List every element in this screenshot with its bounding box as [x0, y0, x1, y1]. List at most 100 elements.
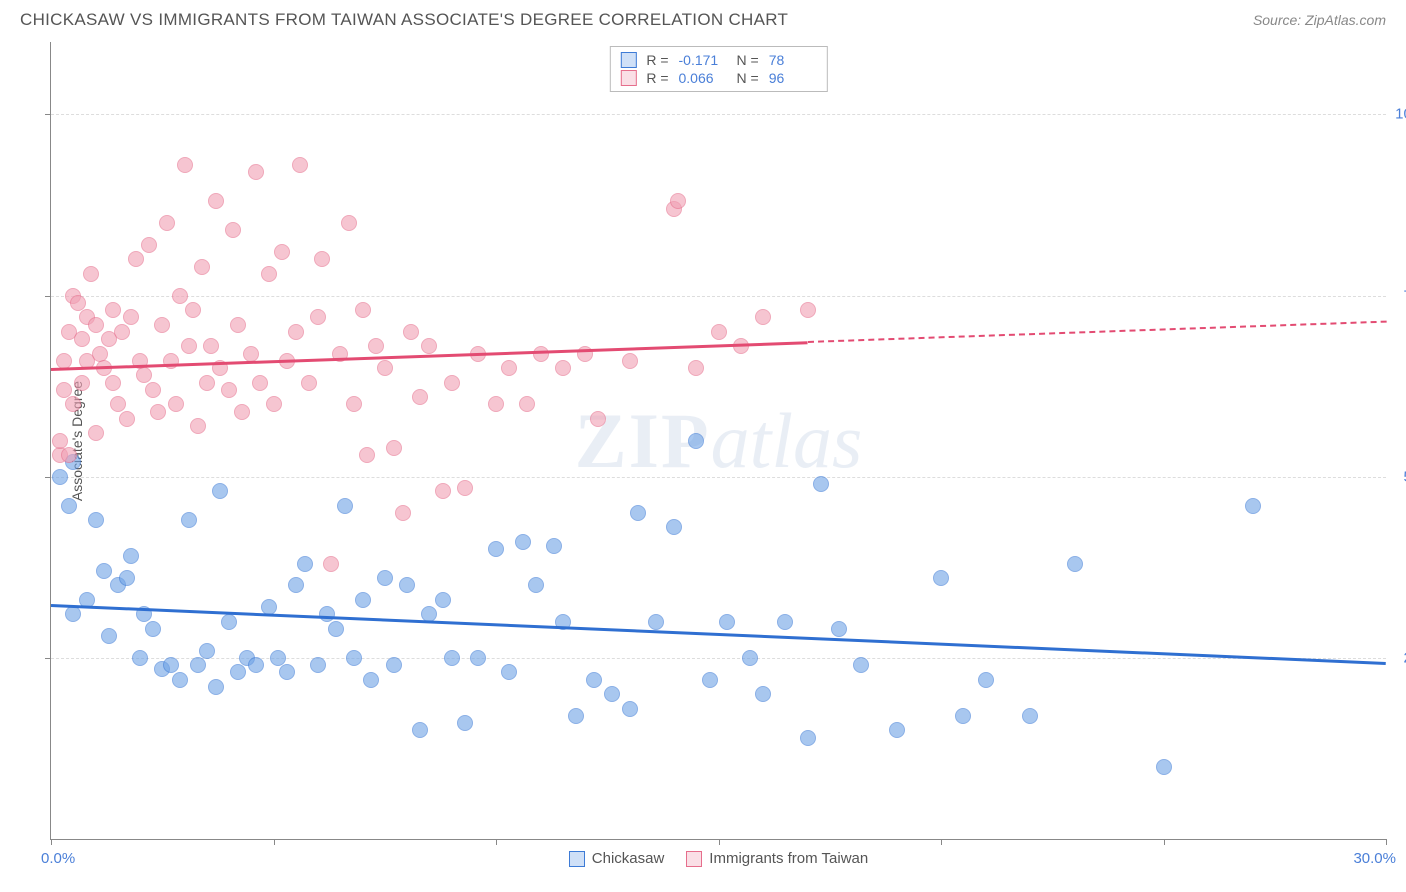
scatter-point-taiwan — [159, 215, 175, 231]
scatter-point-taiwan — [70, 295, 86, 311]
scatter-point-chickasaw — [270, 650, 286, 666]
scatter-point-chickasaw — [96, 563, 112, 579]
scatter-point-taiwan — [501, 360, 517, 376]
scatter-point-taiwan — [519, 396, 535, 412]
scatter-point-taiwan — [368, 338, 384, 354]
scatter-point-chickasaw — [702, 672, 718, 688]
scatter-point-taiwan — [323, 556, 339, 572]
scatter-point-taiwan — [141, 237, 157, 253]
scatter-point-chickasaw — [190, 657, 206, 673]
watermark-atlas: atlas — [711, 397, 863, 484]
scatter-point-taiwan — [61, 447, 77, 463]
scatter-point-chickasaw — [212, 483, 228, 499]
scatter-point-chickasaw — [145, 621, 161, 637]
scatter-point-taiwan — [670, 193, 686, 209]
scatter-point-chickasaw — [528, 577, 544, 593]
scatter-point-taiwan — [208, 193, 224, 209]
scatter-point-taiwan — [555, 360, 571, 376]
scatter-point-chickasaw — [279, 664, 295, 680]
scatter-point-chickasaw — [123, 548, 139, 564]
x-tick — [719, 839, 720, 845]
scatter-point-taiwan — [203, 338, 219, 354]
y-tick — [45, 658, 51, 659]
scatter-point-taiwan — [74, 375, 90, 391]
scatter-point-chickasaw — [297, 556, 313, 572]
x-tick — [496, 839, 497, 845]
scatter-point-taiwan — [221, 382, 237, 398]
scatter-point-chickasaw — [328, 621, 344, 637]
gridline — [51, 477, 1386, 478]
scatter-point-taiwan — [359, 447, 375, 463]
scatter-point-taiwan — [114, 324, 130, 340]
x-tick — [1386, 839, 1387, 845]
scatter-point-chickasaw — [377, 570, 393, 586]
scatter-point-taiwan — [590, 411, 606, 427]
scatter-point-taiwan — [172, 288, 188, 304]
scatter-point-taiwan — [110, 396, 126, 412]
r-value-taiwan: 0.066 — [679, 70, 727, 86]
scatter-point-taiwan — [105, 302, 121, 318]
y-tick — [45, 114, 51, 115]
scatter-point-chickasaw — [813, 476, 829, 492]
scatter-point-chickasaw — [132, 650, 148, 666]
scatter-point-chickasaw — [386, 657, 402, 673]
stats-row-taiwan: R =0.066N =96 — [620, 69, 816, 87]
scatter-point-taiwan — [88, 425, 104, 441]
scatter-point-chickasaw — [688, 433, 704, 449]
scatter-point-chickasaw — [172, 672, 188, 688]
scatter-point-taiwan — [412, 389, 428, 405]
scatter-point-taiwan — [65, 396, 81, 412]
scatter-point-chickasaw — [1022, 708, 1038, 724]
x-tick — [274, 839, 275, 845]
series-legend: ChickasawImmigrants from Taiwan — [51, 850, 1386, 867]
gridline — [51, 114, 1386, 115]
r-label: R = — [646, 52, 668, 68]
scatter-point-chickasaw — [363, 672, 379, 688]
scatter-point-chickasaw — [435, 592, 451, 608]
scatter-point-taiwan — [288, 324, 304, 340]
scatter-point-chickasaw — [101, 628, 117, 644]
scatter-point-taiwan — [301, 375, 317, 391]
scatter-point-taiwan — [252, 375, 268, 391]
scatter-point-taiwan — [83, 266, 99, 282]
scatter-point-taiwan — [800, 302, 816, 318]
scatter-point-taiwan — [234, 404, 250, 420]
scatter-point-taiwan — [181, 338, 197, 354]
scatter-point-taiwan — [243, 346, 259, 362]
n-value-chickasaw: 78 — [769, 52, 817, 68]
legend-swatch-taiwan — [686, 851, 702, 867]
legend-swatch-chickasaw — [569, 851, 585, 867]
legend-item-chickasaw: Chickasaw — [569, 850, 665, 867]
scatter-point-chickasaw — [889, 722, 905, 738]
scatter-point-chickasaw — [221, 614, 237, 630]
scatter-point-taiwan — [386, 440, 402, 456]
scatter-point-chickasaw — [1067, 556, 1083, 572]
y-tick — [45, 296, 51, 297]
scatter-point-taiwan — [128, 251, 144, 267]
scatter-point-taiwan — [346, 396, 362, 412]
scatter-point-taiwan — [168, 396, 184, 412]
scatter-point-taiwan — [154, 317, 170, 333]
scatter-point-taiwan — [119, 411, 135, 427]
scatter-point-taiwan — [136, 367, 152, 383]
scatter-point-taiwan — [150, 404, 166, 420]
scatter-point-chickasaw — [444, 650, 460, 666]
scatter-point-chickasaw — [742, 650, 758, 666]
y-tick — [45, 477, 51, 478]
scatter-point-taiwan — [194, 259, 210, 275]
plot-area: Associate's Degree ZIPatlas R =-0.171N =… — [50, 42, 1386, 840]
scatter-point-chickasaw — [515, 534, 531, 550]
scatter-point-chickasaw — [955, 708, 971, 724]
n-value-taiwan: 96 — [769, 70, 817, 86]
scatter-point-taiwan — [444, 375, 460, 391]
scatter-point-chickasaw — [337, 498, 353, 514]
scatter-point-taiwan — [711, 324, 727, 340]
scatter-point-taiwan — [755, 309, 771, 325]
n-label: N = — [737, 52, 759, 68]
scatter-point-chickasaw — [777, 614, 793, 630]
scatter-point-taiwan — [403, 324, 419, 340]
scatter-point-chickasaw — [61, 498, 77, 514]
swatch-chickasaw — [620, 52, 636, 68]
scatter-point-chickasaw — [119, 570, 135, 586]
scatter-point-chickasaw — [288, 577, 304, 593]
